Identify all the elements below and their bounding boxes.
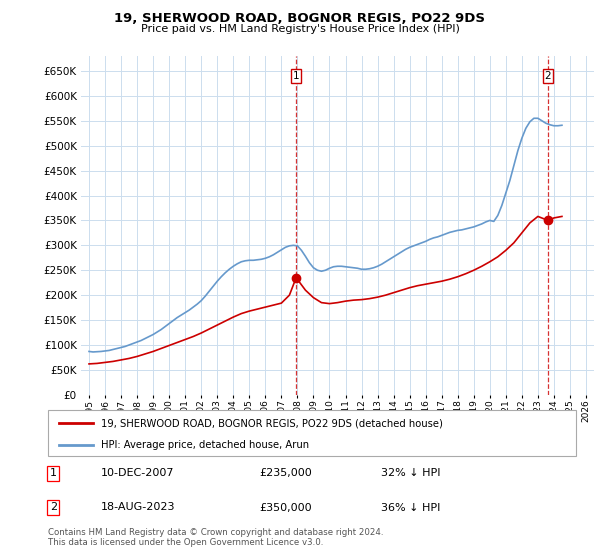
Text: HPI: Average price, detached house, Arun: HPI: Average price, detached house, Arun — [101, 440, 309, 450]
Text: 2: 2 — [545, 71, 551, 81]
FancyBboxPatch shape — [48, 410, 576, 456]
Text: 2: 2 — [50, 502, 57, 512]
Text: £350,000: £350,000 — [259, 502, 312, 512]
Text: £235,000: £235,000 — [259, 468, 312, 478]
Text: 1: 1 — [293, 71, 299, 81]
Text: Contains HM Land Registry data © Crown copyright and database right 2024.
This d: Contains HM Land Registry data © Crown c… — [48, 528, 383, 547]
Text: 10-DEC-2007: 10-DEC-2007 — [101, 468, 175, 478]
Text: 19, SHERWOOD ROAD, BOGNOR REGIS, PO22 9DS: 19, SHERWOOD ROAD, BOGNOR REGIS, PO22 9D… — [115, 12, 485, 25]
Text: 1: 1 — [50, 468, 57, 478]
Text: 32% ↓ HPI: 32% ↓ HPI — [380, 468, 440, 478]
Text: 19, SHERWOOD ROAD, BOGNOR REGIS, PO22 9DS (detached house): 19, SHERWOOD ROAD, BOGNOR REGIS, PO22 9D… — [101, 418, 443, 428]
Text: 18-AUG-2023: 18-AUG-2023 — [101, 502, 175, 512]
Text: 36% ↓ HPI: 36% ↓ HPI — [380, 502, 440, 512]
Text: Price paid vs. HM Land Registry's House Price Index (HPI): Price paid vs. HM Land Registry's House … — [140, 24, 460, 34]
